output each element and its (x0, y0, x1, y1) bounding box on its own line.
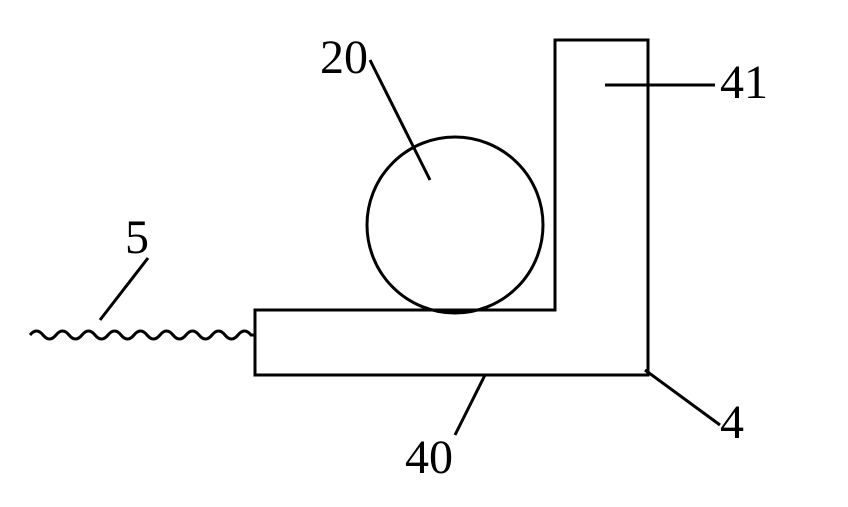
leader-40 (455, 375, 485, 435)
label-5: 5 (125, 210, 149, 265)
label-20: 20 (320, 30, 368, 85)
leader-5 (100, 258, 148, 320)
label-40: 40 (405, 430, 453, 485)
wavy-line (30, 331, 255, 339)
l-bracket-shape (255, 40, 648, 375)
leader-4 (645, 370, 720, 425)
circle-component (367, 137, 543, 313)
label-41: 41 (720, 55, 768, 110)
label-4: 4 (720, 395, 744, 450)
leader-20 (370, 60, 430, 180)
